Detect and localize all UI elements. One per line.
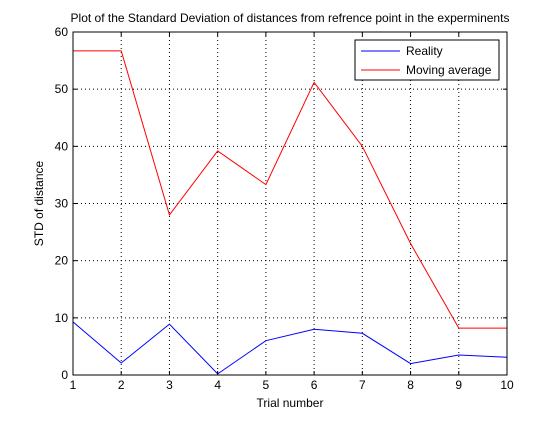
x-tick-label: 2 (118, 378, 125, 392)
x-tick-label: 3 (166, 378, 173, 392)
series-line-reality (72, 321, 508, 375)
x-tick-label: 10 (500, 378, 514, 392)
series-lines (72, 50, 508, 375)
legend-box (354, 39, 500, 81)
x-tick-label: 1 (70, 378, 77, 392)
axis-ticks (72, 31, 508, 376)
y-tick-label: 40 (55, 139, 69, 153)
x-axis-title: Trial number (257, 396, 324, 410)
x-tick-label: 5 (263, 378, 270, 392)
y-tick-label: 20 (55, 254, 69, 268)
y-tick-label: 30 (55, 197, 69, 211)
series-line-moving-average (73, 50, 507, 329)
y-tick-label: 10 (55, 311, 69, 325)
y-tick-label: 0 (61, 368, 68, 382)
y-axis-title: STD of distance (32, 160, 46, 246)
legend: Reality Moving average (354, 39, 500, 81)
legend-label-reality: Reality (406, 44, 443, 58)
y-tick-label: 60 (55, 25, 69, 39)
grid-lines (73, 32, 507, 375)
x-tick-label: 7 (359, 378, 366, 392)
axis-tick-labels: 1 2 3 4 5 6 7 8 9 10 0 10 20 30 40 50 60 (55, 25, 514, 392)
x-tick-label: 6 (311, 378, 318, 392)
y-tick-label: 50 (55, 82, 69, 96)
x-tick-label: 8 (407, 378, 414, 392)
chart-title: Plot of the Standard Deviation of distan… (71, 11, 510, 25)
legend-label-moving-average: Moving average (406, 63, 492, 77)
x-tick-label: 4 (214, 378, 221, 392)
x-tick-label: 9 (455, 378, 462, 392)
